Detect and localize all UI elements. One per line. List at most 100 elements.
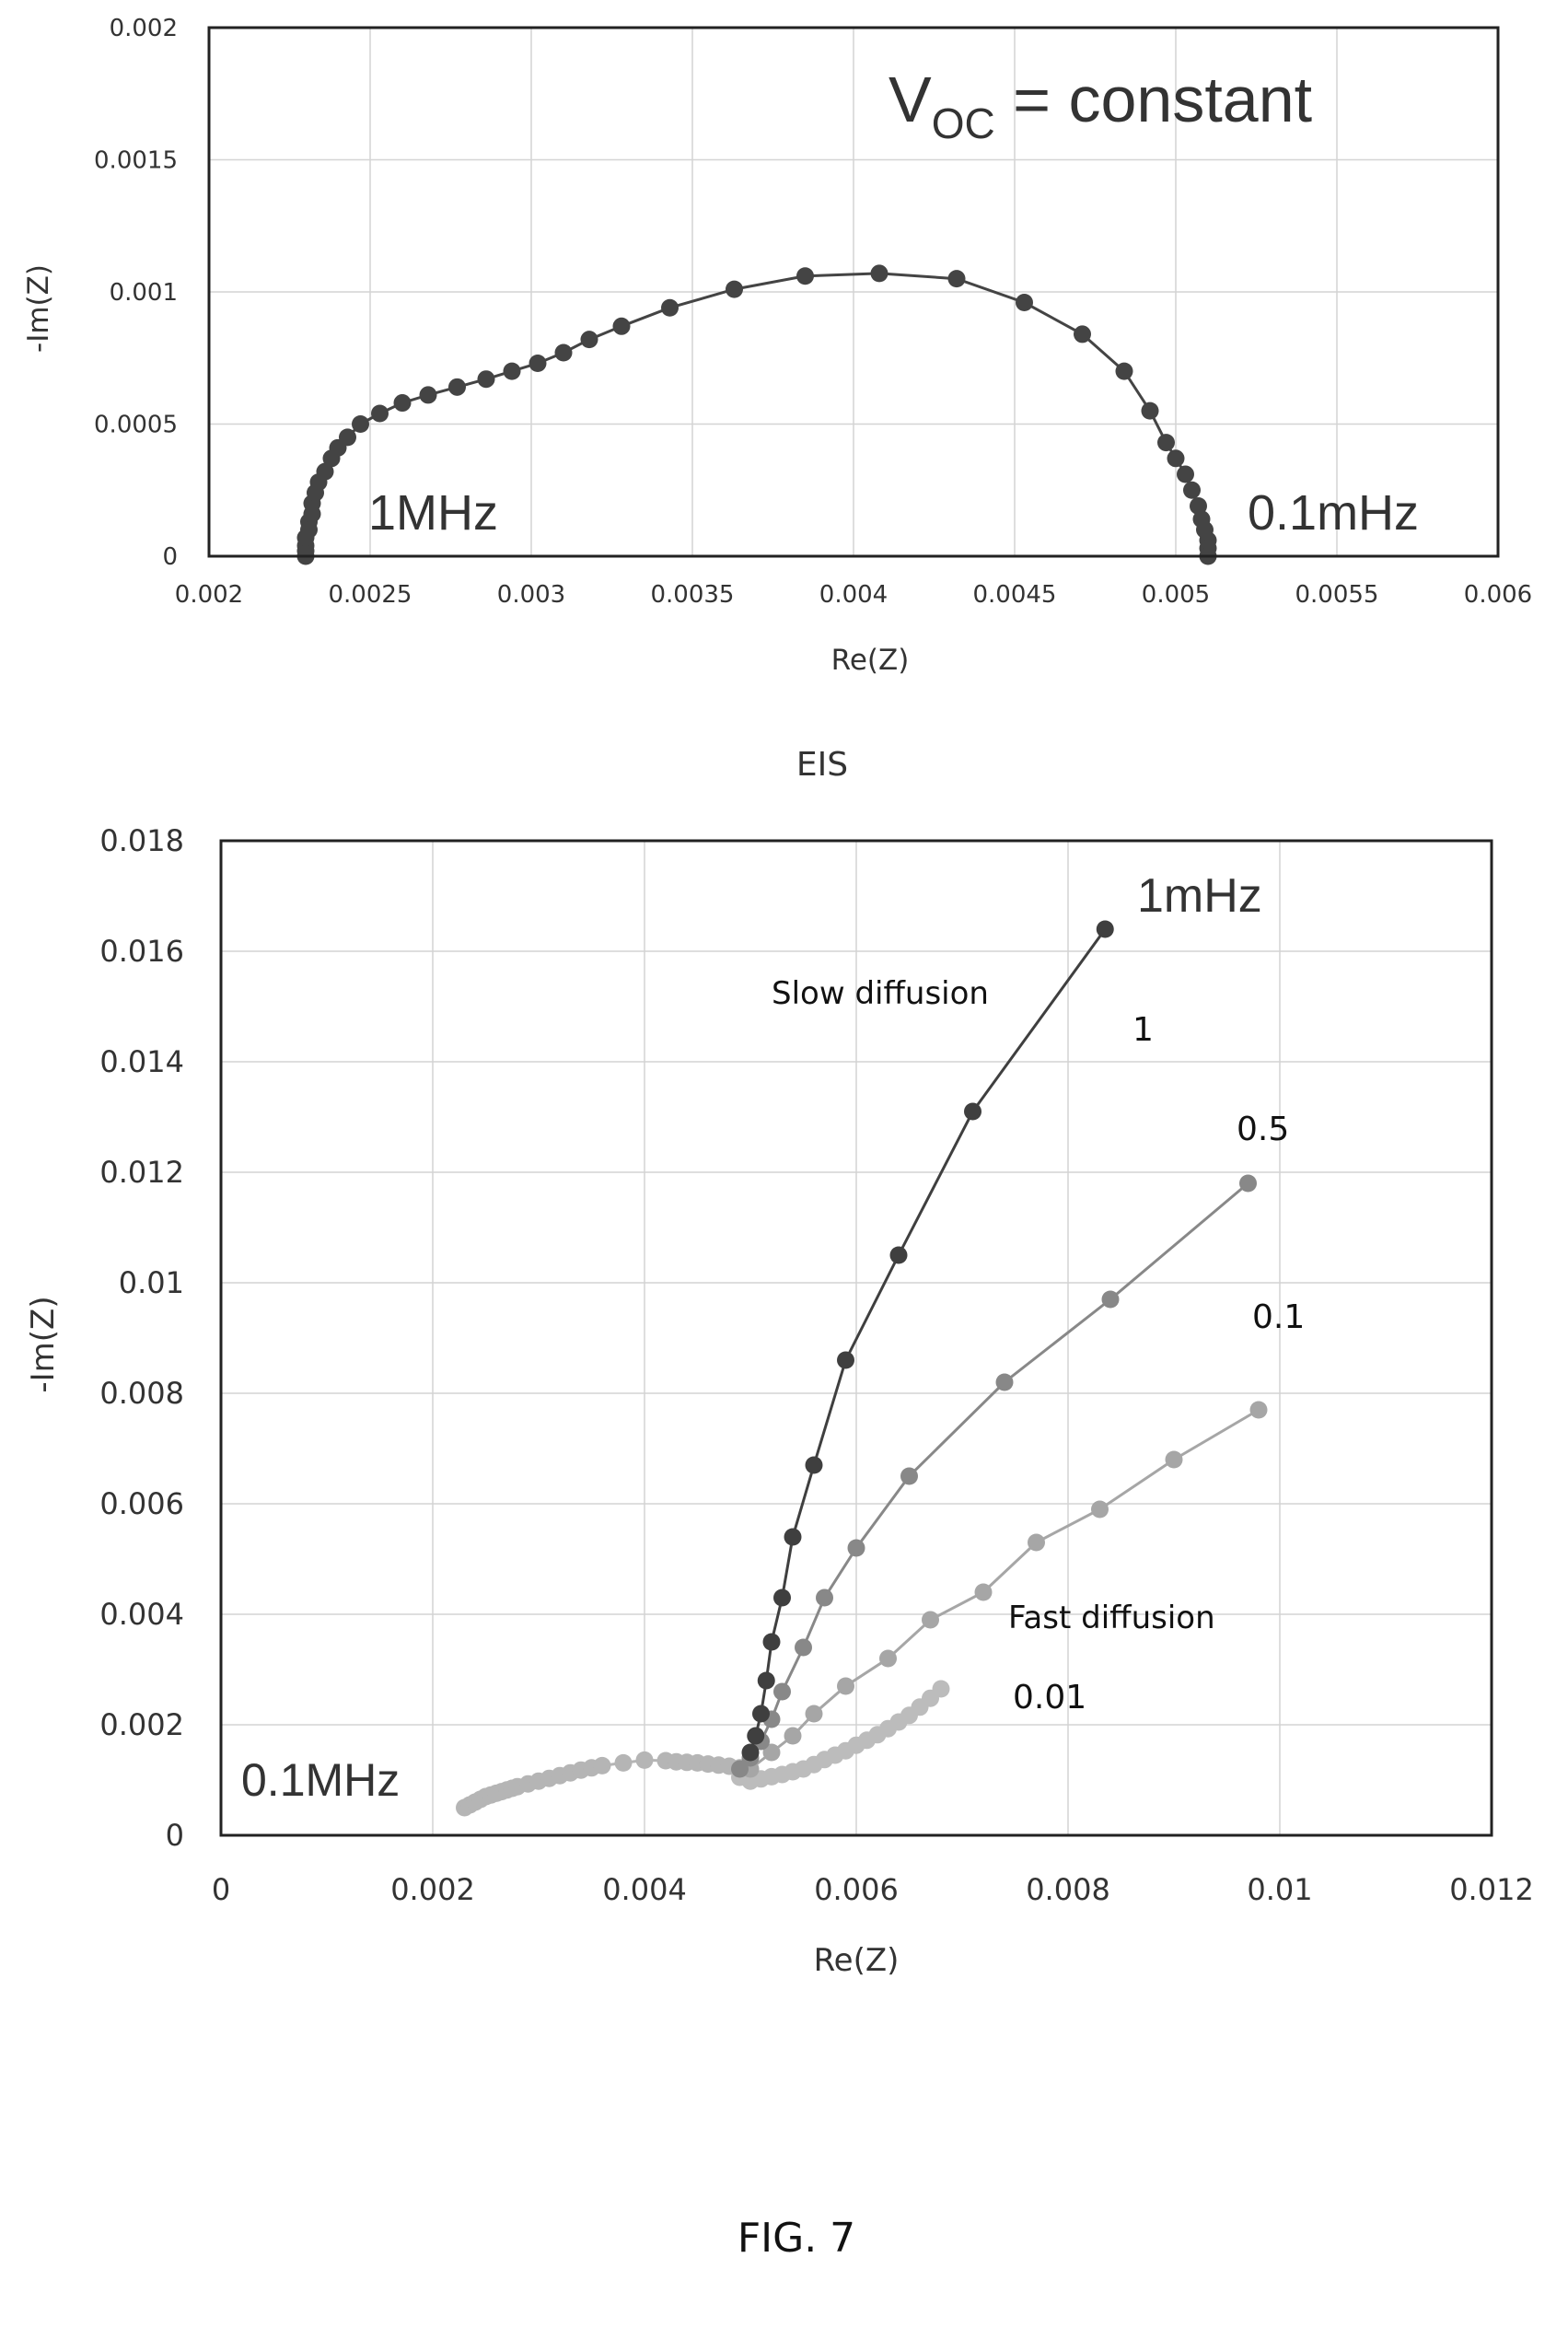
series-0-01-label: 0.01 [1013,1679,1086,1716]
series-0-point [371,404,389,423]
bottom-top-freq-label: 1mHz [1137,869,1262,923]
series-0-1-point [762,1743,781,1762]
series-0-point [1074,325,1091,343]
bottom-chart-x-label: Re(Z) [814,1942,900,1979]
series-0-point [554,343,573,362]
series-1-point [757,1671,775,1690]
x-tick-label: 0 [212,1872,230,1907]
series-0-point [796,267,814,285]
series-0-point [1177,465,1194,483]
series-1-point [964,1102,981,1121]
series-1-point [805,1456,823,1474]
series-0-point [1016,293,1033,311]
x-tick-label: 0.012 [1449,1872,1534,1907]
series-0-point [1141,401,1159,420]
series-0-01-point [932,1680,950,1698]
series-0-point [528,354,547,372]
series-0-5-point [1239,1174,1257,1193]
series-0-5-point [1101,1290,1120,1309]
series-0-point [419,386,437,404]
bottom-chart-title: EIS [796,746,848,784]
y-tick-label: 0.0015 [94,147,178,175]
series-0-point [661,298,679,317]
slow-diffusion-label: Slow diffusion [772,975,989,1012]
series-0-point [870,264,889,283]
series-0-1-point [1028,1533,1045,1552]
series-0-point [339,428,356,447]
series-0-point [352,415,369,433]
x-tick-label: 0.01 [1247,1872,1312,1907]
series-0-1-point [879,1649,897,1668]
x-tick-label: 0.003 [497,581,565,609]
y-tick-label: 0.012 [99,1155,184,1190]
bottom-chart-frame [219,839,1493,1837]
series-0-1-point [974,1583,993,1601]
y-tick-label: 0 [162,543,178,571]
series-0-5-point [773,1682,791,1701]
series-0-1-point [1091,1500,1109,1519]
series-1-point [747,1727,765,1745]
shared-start-point [635,1751,654,1769]
series-0-5-point [900,1467,918,1485]
series-0-point [448,378,466,396]
series-0-5-line [738,1181,1249,1771]
series-0-point [503,362,521,380]
top-chart-x-label: Re(Z) [831,644,910,677]
top-chart-frame [207,26,1500,558]
shared-start-point [593,1756,611,1775]
series-1-point [1096,920,1114,938]
x-tick-label: 0.002 [175,581,243,609]
series-0-1-label: 0.1 [1252,1298,1305,1336]
series-0-5-point [816,1588,833,1607]
bottom-chart-gridlines [221,841,1492,1835]
x-tick-label: 0.004 [602,1872,687,1907]
y-tick-label: 0.0005 [94,412,178,439]
series-1-point [773,1588,791,1607]
y-tick-label: 0 [166,1818,184,1853]
series-0-point [1115,362,1133,380]
y-tick-label: 0.002 [99,1707,184,1742]
bottom-high-freq-label: 0.1MHz [241,1754,400,1806]
series-0-5-point [847,1539,865,1557]
series-1-label: 1 [1132,1011,1154,1049]
series-1-point [752,1705,770,1723]
y-tick-label: 0.002 [110,15,178,42]
top-chart-y-label: -Im(Z) [22,264,55,353]
y-tick-label: 0.014 [99,1044,184,1079]
series-0-point [1183,481,1201,499]
series-0-5-label: 0.5 [1237,1111,1289,1148]
bottom-chart-series [456,920,1268,1817]
x-tick-label: 0.0035 [651,581,735,609]
x-tick-label: 0.0025 [329,581,412,609]
series-0-5-point [795,1638,812,1657]
top-chart-y-ticks: 0 0.0005 0.001 0.0015 0.002 [94,15,178,571]
bottom-eis-chart: 0 0.002 0.004 0.006 0.008 0.01 0.012 0 0.002 0.0… [25,823,1534,1979]
top-chart-x-ticks: 0.002 0.0025 0.003 0.0035 0.004 0.0045 0.005 0.… [175,581,1532,609]
series-1-point [837,1351,854,1369]
fast-diffusion-label: Fast diffusion [1008,1600,1215,1636]
series-0-point [1190,496,1207,515]
bottom-chart-y-ticks: 0 0.002 0.004 0.006 0.008 0.01 0.012 0.014 0.016… [99,823,184,1853]
x-tick-label: 0.0055 [1295,581,1379,609]
series-0-1-point [1165,1450,1183,1469]
series-0-point [612,317,631,335]
series-1-point [889,1246,908,1264]
series-1-point [762,1633,781,1651]
top-high-freq-label: 1MHz [368,485,498,541]
figure-caption: FIG. 7 [738,2215,855,2262]
top-chart-gridlines [209,28,1498,556]
series-0-point [726,280,743,298]
series-1-point [784,1528,802,1546]
top-low-freq-label: 0.1mHz [1248,485,1419,541]
series-1-point [741,1743,760,1762]
y-tick-label: 0.016 [99,934,184,969]
x-tick-label: 0.004 [819,581,888,609]
bottom-chart-y-label: -Im(Z) [25,1296,62,1392]
series-0-1-point [922,1611,939,1629]
series-0-point [393,394,412,413]
series-0-point [580,331,598,349]
voc-annotation: VOC = constant [889,64,1312,147]
y-tick-label: 0.018 [99,823,184,858]
y-tick-label: 0.001 [110,279,178,307]
